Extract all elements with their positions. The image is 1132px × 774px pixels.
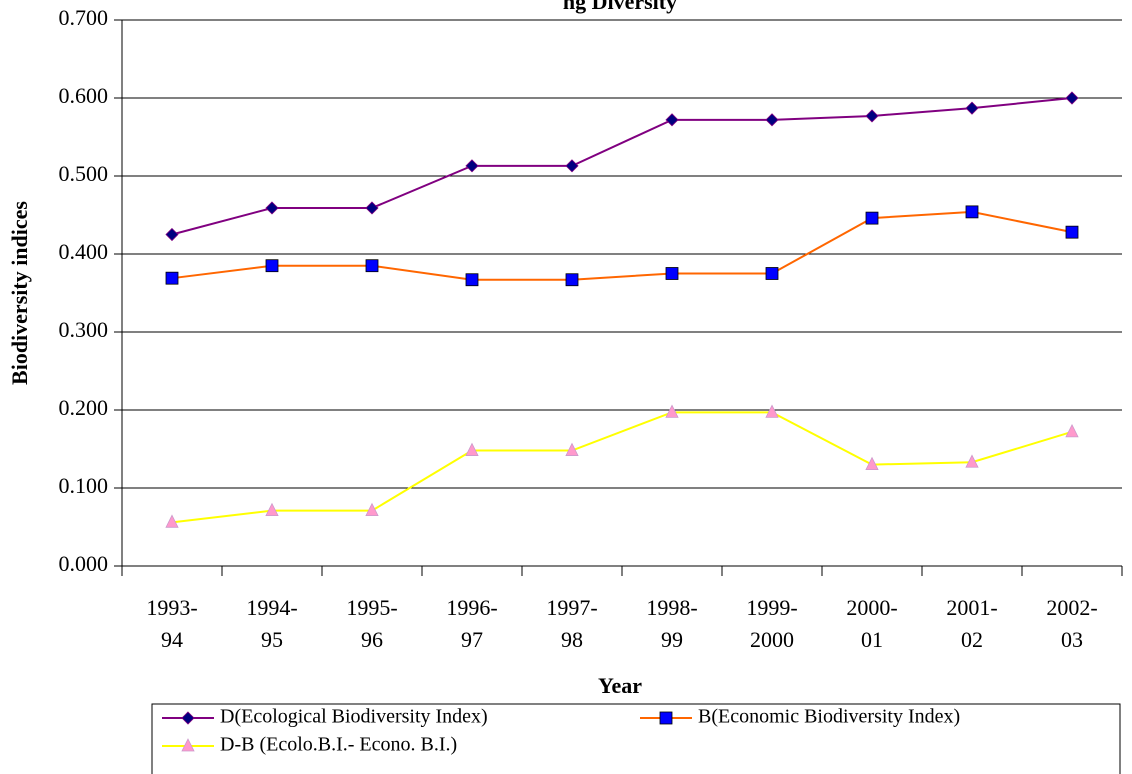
marker [165, 514, 179, 528]
marker [865, 211, 879, 225]
legend-marker [181, 711, 195, 725]
legend-label: B(Economic Biodiversity Index) [698, 706, 960, 728]
series-line [171, 411, 1073, 524]
y-tick-label: 0.200 [59, 395, 109, 420]
marker [365, 502, 379, 517]
marker [365, 201, 379, 215]
marker [565, 159, 579, 173]
y-tick-label: 0.600 [59, 83, 109, 108]
x-tick-label-line: 95 [261, 627, 283, 652]
legend-box [151, 703, 1121, 774]
x-tick-label-line: 1997- [546, 595, 597, 620]
y-tick-label: 0.300 [59, 317, 109, 342]
x-tick-label-line: 1996- [446, 595, 497, 620]
legend-label: D-B (Ecolo.B.I.- Econo. B.I.) [220, 734, 457, 756]
x-axis-label: Year [598, 673, 642, 698]
marker [765, 404, 779, 418]
x-tick-label: 2002- 03 [1046, 595, 1097, 652]
marker [765, 113, 779, 127]
series-line [171, 210, 1073, 281]
marker [965, 205, 979, 219]
x-tick-label-line: 2002- [1046, 595, 1097, 620]
marker [965, 454, 979, 468]
x-tick-label: 1994- 95 [246, 595, 297, 652]
marker [1065, 225, 1079, 239]
marker [265, 201, 279, 215]
x-tick-label-line: 98 [561, 627, 583, 652]
x-tick-label-line: 02 [961, 627, 983, 652]
x-tick-label: 1999- 2000 [746, 595, 797, 652]
series-line [171, 97, 1073, 236]
marker [1065, 423, 1079, 438]
marker [565, 442, 579, 456]
marker [565, 273, 579, 287]
legend-marker [181, 738, 195, 752]
x-tick-label-line: 1995- [346, 595, 397, 620]
y-axis-label: Biodiversity indices [7, 201, 32, 385]
x-tick-label-line: 1994- [246, 595, 297, 620]
marker [665, 113, 679, 127]
x-tick-label-line: 96 [361, 627, 383, 652]
x-tick-label-line: 2000- [846, 595, 897, 620]
y-tick-label: 0.400 [59, 239, 109, 264]
y-tick-label: 0.000 [59, 551, 109, 576]
marker [865, 456, 879, 471]
legend-label: D(Ecological Biodiversity Index) [220, 706, 488, 728]
marker [465, 159, 479, 173]
marker [165, 271, 179, 285]
x-tick-label-line: 94 [161, 627, 183, 652]
marker [765, 267, 779, 280]
marker [165, 227, 179, 242]
x-tick-label: 1995- 96 [346, 595, 397, 652]
legend-marker [659, 711, 673, 725]
x-tick-label-line: 1999- [746, 595, 797, 620]
marker [465, 442, 479, 456]
x-tick-label-line: 01 [861, 627, 883, 652]
marker [265, 259, 279, 273]
marker [865, 109, 879, 123]
y-tick-label: 0.700 [59, 5, 109, 30]
marker [465, 273, 479, 287]
x-tick-label-line: 03 [1061, 627, 1083, 652]
marker [965, 101, 979, 115]
marker [265, 502, 279, 517]
x-tick-label-line: 1998- [646, 595, 697, 620]
x-tick-label-line: 2001- [946, 595, 997, 620]
x-tick-label: 1998- 99 [646, 595, 697, 652]
chart-title: ng Diversity [563, 0, 677, 14]
marker [1065, 91, 1079, 105]
x-tick-label: 1997- 98 [546, 595, 597, 652]
x-tick-label-line: 97 [461, 627, 483, 652]
x-tick-label-line: 1993- [146, 595, 197, 620]
x-tick-label: 1993- 94 [146, 595, 197, 652]
y-tick-label: 0.100 [59, 473, 109, 498]
x-tick-label-line: 99 [661, 627, 683, 652]
marker [665, 404, 679, 418]
x-tick-label: 2001- 02 [946, 595, 997, 652]
x-tick-label-line: 2000 [750, 627, 794, 652]
marker [365, 259, 379, 273]
y-tick-label: 0.500 [59, 161, 109, 186]
x-tick-label: 1996- 97 [446, 595, 497, 652]
marker [665, 267, 679, 280]
x-tick-label: 2000- 01 [846, 595, 897, 652]
